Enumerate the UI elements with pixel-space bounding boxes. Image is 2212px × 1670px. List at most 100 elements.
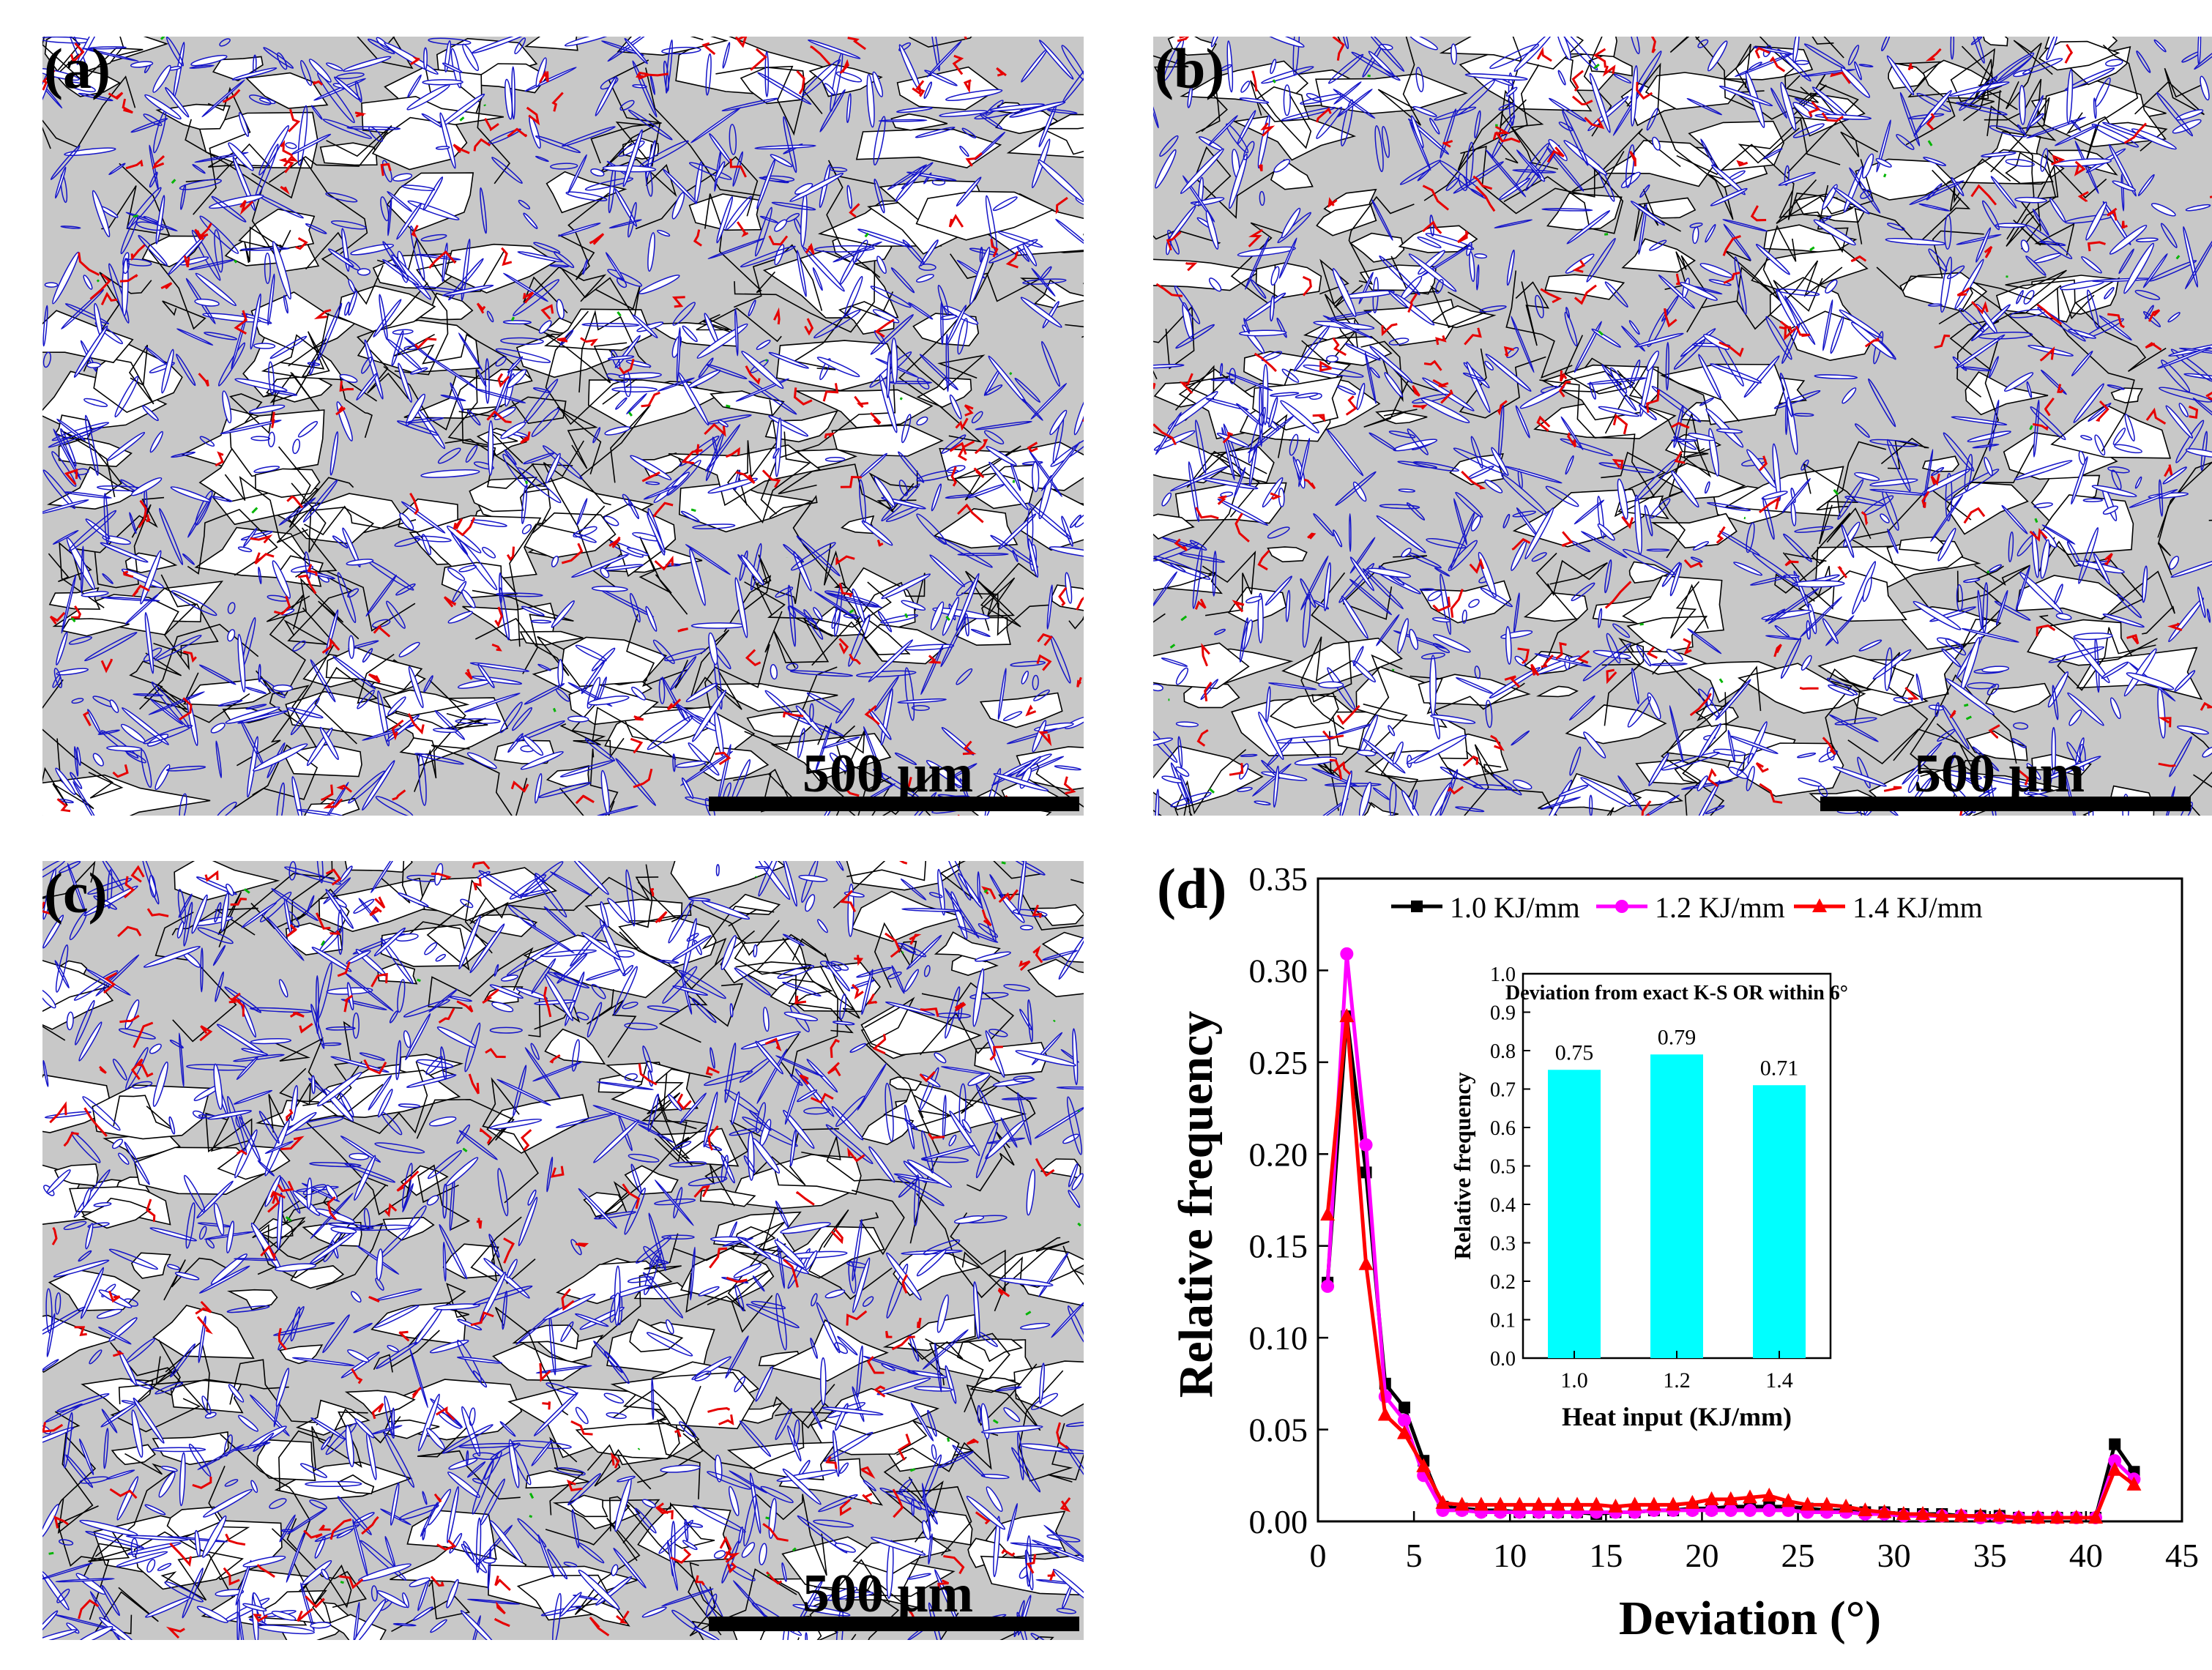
blue-boundary [534,875,567,918]
blue-boundary [1212,551,1217,597]
red-boundary [948,214,964,228]
blue-boundary [2093,553,2110,585]
blue-boundary [185,1202,195,1249]
blue-boundary [825,1124,874,1165]
white-region [699,1188,756,1207]
blue-boundary [1169,466,1229,492]
black-boundary [782,937,860,1019]
red-boundary [551,1166,565,1178]
blue-boundary [1022,243,1038,266]
red-boundary [1773,644,1782,657]
red-boundary [1970,184,1997,206]
black-boundary [42,679,124,799]
panel-label-d: (d) [1157,857,1226,920]
blue-boundary [988,239,1038,264]
red-boundary [313,80,324,86]
blue-boundary [1464,73,1528,81]
data-point [1762,1503,1776,1517]
blue-boundary [902,239,925,265]
white-region [1013,1360,1084,1417]
blue-boundary [1945,678,1995,715]
blue-boundary [764,51,770,97]
red-boundary [431,872,452,880]
blue-boundary [1392,741,1404,765]
blue-boundary [1167,229,1180,255]
blue-boundary [1302,594,1311,648]
black-boundary [1956,564,2031,603]
blue-boundary [1409,37,1438,51]
blue-boundary [898,1177,919,1198]
blue-boundary [1994,600,2031,622]
red-boundary [885,932,901,958]
white-region [1398,225,1478,253]
blue-boundary [878,119,928,122]
white-region [53,1163,99,1187]
blue-boundary [740,554,764,586]
blue-boundary [1929,494,1964,543]
blue-boundary [1690,556,1703,563]
blue-boundary [832,861,844,871]
blue-boundary [2052,685,2059,720]
red-boundary [561,543,584,564]
blue-boundary [1822,618,1839,644]
red-boundary [199,1025,213,1042]
blue-boundary [249,404,286,414]
blue-boundary [783,116,797,174]
blue-boundary [1058,935,1084,980]
blue-boundary [375,1278,384,1291]
red-boundary [1861,511,1869,526]
black-boundary [129,652,182,710]
blue-boundary [103,1428,109,1469]
blue-boundary [977,871,980,903]
ebsd-map-panel-b [1153,37,2212,816]
white-region [1658,463,1746,500]
green-boundary [462,1147,468,1152]
white-region [525,1470,589,1489]
blue-boundary [1388,338,1410,346]
red-boundary [1779,326,1796,341]
red-boundary [1412,385,1420,397]
blue-boundary [1462,372,1486,381]
red-boundary [109,1488,138,1499]
blue-boundary [547,1548,568,1580]
blue-boundary [52,529,79,545]
white-region [2110,387,2143,403]
blue-boundary [1598,462,1655,474]
blue-boundary [573,526,597,538]
black-boundary [975,577,1051,636]
blue-boundary [1797,752,1817,758]
blue-boundary [469,662,530,672]
blue-boundary [1010,660,1046,667]
data-point [1800,1496,1815,1511]
blue-boundary [1692,540,1710,551]
blue-boundary [1627,696,1652,728]
data-point [1781,1493,1796,1507]
blue-boundary [267,273,275,326]
red-boundary [130,1058,144,1081]
blue-boundary [507,369,527,389]
red-boundary [1907,62,1914,71]
blue-boundary [183,1174,206,1213]
blue-boundaries [1153,37,2212,816]
blue-boundary [756,158,776,209]
legend-item: 1.2 KJ/mm [1596,891,1785,924]
blue-boundary [561,126,616,147]
blue-boundary [1207,115,1238,146]
blue-boundary [599,589,655,618]
blue-boundary [1038,40,1074,80]
red-boundary [2158,762,2176,767]
blue-boundary [82,1096,121,1131]
blue-boundary [1397,618,1409,654]
blue-boundary [571,861,609,895]
blue-boundary [1562,110,1589,166]
blue-boundary [852,239,868,263]
blue-boundary [2016,290,2024,305]
blue-boundary [167,1264,180,1270]
blue-boundary [1711,164,1746,195]
red-boundary [1248,228,1263,247]
red-boundary [1511,537,1531,551]
blue-boundary [55,1578,115,1583]
red-boundary [1795,325,1810,338]
blue-boundary [1248,443,1258,486]
blue-boundary [781,1562,787,1582]
